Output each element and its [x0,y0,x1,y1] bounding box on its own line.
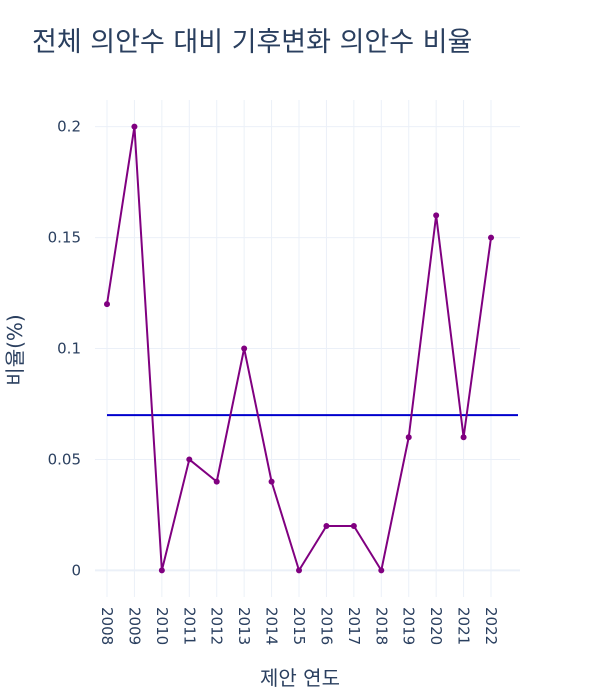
y-tick-label: 0 [71,561,81,579]
x-tick-labels: 2008 2009 2010 2011 2012 2013 2014 2015 2016 2017… [98,607,500,645]
data-point [323,523,330,529]
x-tick-label: 2012 [208,607,226,645]
data-point [186,456,193,463]
data-point [488,234,495,241]
y-tick-label: 0.2 [57,118,81,136]
x-tick-label: 2020 [427,607,445,645]
data-point [213,478,220,485]
y-tick-label: 0.1 [57,340,81,358]
series-layer [104,123,495,574]
y-tick-label: 0.15 [48,229,81,247]
data-point [405,434,412,441]
x-axis-title: 제안 연도 [260,666,340,690]
x-tick-label: 2014 [263,607,281,645]
data-point [104,301,110,308]
grid-layer [95,100,520,597]
x-tick-label: 2015 [290,607,308,645]
x-tick-label: 2022 [482,607,500,645]
data-point [241,345,248,352]
x-tick-label: 2018 [372,607,390,645]
data-point [433,212,440,219]
data-point [350,523,357,529]
data-point [296,567,303,574]
x-tick-label: 2021 [455,607,473,645]
x-tick-label: 2011 [180,607,198,645]
x-tick-label: 2010 [153,607,171,645]
data-point [158,567,165,574]
chart-title: 전체 의안수 대비 기후변화 의안수 비율 [32,27,473,58]
x-tick-label: 2017 [345,607,363,645]
y-axis-title: 비율(%) [3,314,27,385]
x-tick-label: 2008 [98,607,116,645]
data-point [131,123,138,130]
y-tick-labels: 0 0.05 0.1 0.15 0.2 [48,118,81,580]
x-tick-label: 2019 [400,607,418,645]
x-tick-label: 2009 [125,607,143,645]
x-tick-label: 2016 [317,607,335,645]
data-point [378,567,385,574]
data-point [460,434,467,441]
x-tick-label: 2013 [235,607,253,645]
data-point [268,478,275,485]
y-tick-label: 0.05 [48,450,81,468]
